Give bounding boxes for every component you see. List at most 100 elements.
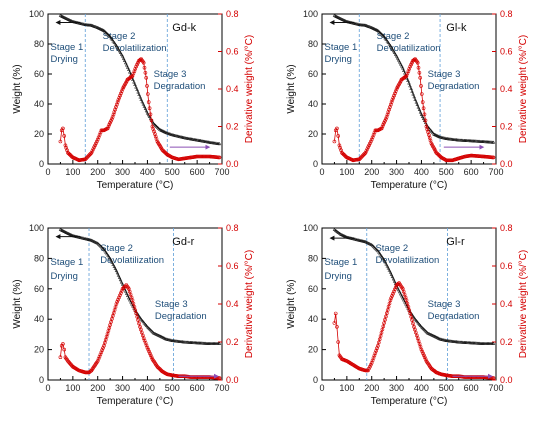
derivative-point — [366, 368, 370, 373]
weight-point — [102, 247, 106, 251]
y-tick-label: 0 — [313, 159, 318, 169]
x-tick-label: 200 — [90, 167, 105, 177]
derivative-point — [368, 141, 372, 146]
panel-4-chart: 0 100 200 300 400 500 600 700 0 20 40 60 80 100 0.0 0.2… — [286, 223, 529, 407]
weight-point — [420, 114, 425, 118]
stage-label-name: Drying — [324, 54, 351, 65]
stage-label-title: Stage 1 — [324, 42, 357, 53]
weight-point — [117, 48, 122, 53]
derivative-point — [95, 359, 100, 363]
derivative-point — [58, 355, 63, 360]
derivative-point — [393, 91, 397, 96]
stage-label-name: Drying — [50, 54, 77, 65]
derivative-point — [408, 64, 413, 69]
y-tick-label: 80 — [308, 39, 318, 49]
weight-point — [118, 50, 123, 54]
weight-point — [141, 319, 146, 324]
derivative-point — [423, 118, 428, 123]
derivative-point — [410, 318, 414, 322]
stage-label-title: Stage 2 — [375, 243, 408, 254]
derivative-curve — [334, 58, 494, 161]
weight-point — [398, 62, 403, 66]
weight-point — [112, 40, 117, 44]
weight-point — [125, 65, 130, 69]
y-tick-label: 60 — [308, 284, 318, 294]
derivative-point — [149, 355, 154, 360]
derivative-point — [421, 106, 426, 110]
derivative-point — [136, 318, 140, 322]
y2-axis-title: Derivative weight (%/°C) — [244, 35, 255, 143]
weight-point — [384, 37, 389, 41]
weight-point — [114, 43, 119, 47]
derivative-point — [383, 117, 388, 121]
weight-point — [415, 102, 420, 106]
derivative-point — [135, 314, 139, 319]
weight-point — [121, 56, 126, 60]
y2-tick-label: 0.8 — [226, 9, 239, 19]
derivative-point — [368, 362, 373, 367]
weight-point — [390, 47, 395, 51]
derivative-point — [58, 139, 63, 144]
x-tick-label: 0 — [45, 383, 50, 393]
weight-point — [392, 279, 397, 283]
y-tick-label: 40 — [34, 99, 44, 109]
weight-point — [140, 99, 145, 104]
derivative-point — [98, 352, 103, 357]
derivative-point — [407, 67, 412, 71]
weight-point — [127, 298, 132, 302]
weight-point — [123, 60, 128, 65]
weight-point — [379, 253, 383, 257]
weight-point — [129, 300, 133, 304]
weight-point — [115, 45, 120, 49]
weight-point — [115, 270, 120, 275]
weight-point — [217, 141, 222, 146]
derivative-point — [90, 149, 95, 153]
derivative-point — [491, 155, 496, 160]
derivative-point — [389, 296, 394, 300]
y-tick-label: 20 — [308, 345, 318, 355]
weight-point — [419, 112, 424, 116]
y2-tick-label: 0.6 — [226, 47, 239, 57]
derivative-point — [382, 121, 386, 125]
weight-point — [142, 104, 147, 108]
derivative-point — [417, 71, 422, 75]
weight-point — [133, 82, 137, 86]
weight-point — [400, 66, 405, 70]
weight-point — [408, 83, 412, 88]
x-tick-label: 0 — [319, 167, 324, 177]
weight-point — [123, 289, 128, 293]
weight-point — [148, 327, 153, 332]
weight-point — [120, 54, 125, 58]
derivative-point — [110, 117, 114, 121]
sample-title: Gd-k — [172, 22, 196, 34]
derivative-point — [381, 324, 386, 329]
weight-point — [106, 253, 110, 257]
x-tick-label: 700 — [488, 167, 503, 177]
y2-tick-label: 0.6 — [500, 261, 513, 271]
x-tick-label: 100 — [339, 167, 354, 177]
x-tick-label: 400 — [140, 383, 155, 393]
derivative-point — [367, 143, 371, 148]
weight-point — [412, 94, 417, 99]
weight-point — [103, 248, 107, 253]
derivative-point — [332, 139, 337, 144]
derivative-point — [420, 349, 425, 354]
derivative-point — [360, 153, 365, 158]
weight-point — [133, 308, 137, 312]
weight-point — [414, 100, 419, 104]
x-tick-label: 300 — [115, 167, 130, 177]
derivative-point — [118, 93, 122, 98]
x-tick-label: 400 — [414, 383, 429, 393]
weight-point — [382, 34, 386, 38]
derivative-point — [114, 302, 119, 306]
derivative-point — [88, 151, 93, 156]
weight-point — [122, 58, 127, 62]
derivative-point — [408, 311, 413, 316]
weight-point — [395, 56, 400, 60]
y2-tick-label: 0.0 — [226, 375, 239, 385]
weight-point — [384, 262, 389, 266]
y-axis-title: Weight (%) — [12, 64, 23, 113]
weight-point — [139, 97, 144, 101]
derivative-point — [136, 60, 140, 65]
derivative-point — [119, 289, 124, 293]
